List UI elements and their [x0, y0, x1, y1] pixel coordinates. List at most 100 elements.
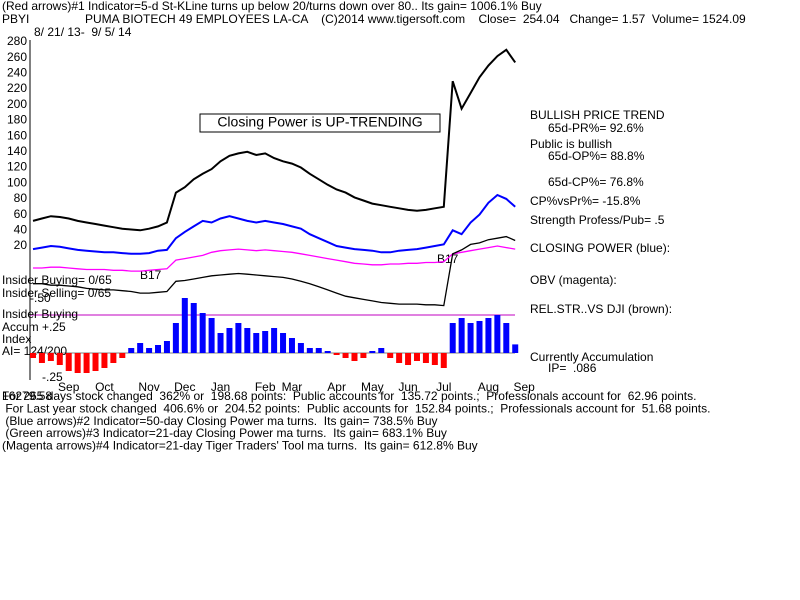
series-line	[32, 193, 516, 255]
y-tick-label: 100	[7, 175, 27, 189]
accum-bar	[163, 341, 170, 353]
legend-entry: CLOSING POWER (blue):	[530, 241, 670, 255]
accum-bar	[405, 353, 412, 365]
accum-bar	[65, 353, 72, 371]
signal-label: B17	[140, 268, 162, 282]
accum-bar	[458, 318, 465, 353]
accum-bar	[253, 333, 260, 353]
accum-bar	[306, 348, 313, 353]
accum-bar	[503, 323, 510, 353]
x-tick-label: Oct	[95, 380, 114, 394]
left-text: -.50	[30, 291, 51, 305]
footer-text: For Last year stock changed 406.6% or 20…	[2, 401, 710, 415]
accum-bar	[137, 343, 144, 353]
accum-bar	[333, 353, 340, 355]
annotation: Closing Power is UP-TRENDING	[217, 114, 422, 130]
y-tick-label: 180	[7, 113, 27, 127]
x-tick-label: Sep	[58, 380, 80, 394]
accum-bar	[288, 338, 295, 353]
x-tick-label: Sep	[513, 380, 535, 394]
accum-bar	[262, 331, 269, 353]
y-tick-label: 60	[14, 207, 28, 221]
right-text: Public is bullish	[530, 137, 612, 151]
right-text: CP%vsPr%= -15.8%	[530, 194, 641, 208]
x-tick-label: Mar	[282, 380, 303, 394]
accum-bar	[30, 353, 36, 358]
accum-bar	[47, 353, 54, 361]
left-text: Insider Selling= 0/65	[2, 286, 111, 300]
left-text: Accum	[2, 320, 39, 334]
accum-bar	[431, 353, 438, 365]
y-tick-label: 40	[14, 222, 28, 236]
symbol: PBYI	[2, 12, 29, 26]
x-tick-label: Dec	[174, 380, 195, 394]
accum-bar	[342, 353, 349, 358]
legend-entry: Currently Accumulation	[530, 350, 653, 364]
x-tick-label: Jun	[398, 380, 417, 394]
accum-bar	[396, 353, 403, 363]
series-line	[33, 235, 516, 307]
accum-bar	[38, 353, 45, 363]
right-text: BULLISH PRICE TREND	[530, 108, 665, 122]
accum-bar	[146, 348, 153, 353]
right-text: 65d-PR%= 92.6%	[548, 121, 644, 135]
y2-tick-label: +.25	[42, 320, 66, 334]
accum-bar	[208, 318, 215, 353]
accum-bar	[101, 353, 108, 368]
accum-bar	[119, 353, 126, 358]
accum-bar	[360, 353, 367, 358]
footer-text: (Magenta arrows)#4 Indicator=21-day Tige…	[2, 438, 478, 452]
legend-entry: REL.STR..VS DJI (brown):	[530, 302, 672, 316]
legend-entry: OBV (magenta):	[530, 273, 617, 287]
accum-bar	[476, 321, 483, 353]
date-range: 8/ 21/ 13- 9/ 5/ 14	[34, 25, 132, 39]
x-tick-label: Jan	[211, 380, 230, 394]
x-tick-label: Apr	[327, 380, 346, 394]
accum-bar	[128, 348, 135, 353]
accum-bar	[467, 323, 474, 353]
accum-bar	[449, 323, 456, 353]
accum-bar	[226, 328, 233, 353]
accum-bar	[155, 345, 162, 353]
accum-bar	[440, 353, 447, 368]
right-text: 65d-OP%= 88.8%	[548, 149, 645, 163]
left-text: Index	[2, 332, 31, 346]
accum-bar	[369, 351, 376, 353]
x-tick-label: Jul	[436, 380, 451, 394]
footer-text: For 265 days stock changed 362% or 198.6…	[2, 389, 696, 403]
accum-bar	[235, 323, 242, 353]
y2-tick-label: -.25	[42, 370, 63, 384]
accum-bar	[271, 328, 278, 353]
signal-label: B17	[437, 252, 459, 266]
x-tick-label: May	[361, 380, 384, 394]
y-tick-label: 20	[14, 238, 28, 252]
y-tick-label: 280	[7, 34, 27, 48]
series-line	[32, 48, 517, 232]
header-line: PUMA BIOTECH 49 EMPLOYEES LA-CA (C)2014 …	[85, 12, 746, 26]
footer-text: 16279.58	[2, 389, 52, 403]
y-tick-label: 220	[7, 81, 27, 95]
accum-bar	[92, 353, 99, 371]
accum-bar	[324, 351, 331, 353]
right-text: 65d-CP%= 76.8%	[548, 175, 644, 189]
accum-bar	[181, 298, 188, 353]
y-tick-label: 260	[7, 50, 27, 64]
y-tick-label: 140	[7, 144, 27, 158]
accum-bar	[190, 303, 197, 353]
accum-bar	[387, 353, 394, 358]
accum-bar	[217, 333, 224, 353]
right-text: IP= .086	[548, 361, 597, 375]
y-tick-label: 240	[7, 66, 27, 80]
right-text: Strength Profess/Pub= .5	[530, 213, 665, 227]
footer-text: (Green arrows)#3 Indicator=21-day Closin…	[2, 426, 447, 440]
y-tick-label: 80	[14, 191, 28, 205]
accum-bar	[315, 348, 322, 353]
header-line: (Red arrows)#1 Indicator=5-d St-KLine tu…	[2, 0, 542, 13]
accum-bar	[199, 313, 206, 353]
accum-bar	[280, 333, 287, 353]
y-tick-label: 120	[7, 160, 27, 174]
accum-bar	[297, 343, 304, 353]
accum-bar	[378, 348, 385, 353]
accum-bar	[83, 353, 90, 373]
